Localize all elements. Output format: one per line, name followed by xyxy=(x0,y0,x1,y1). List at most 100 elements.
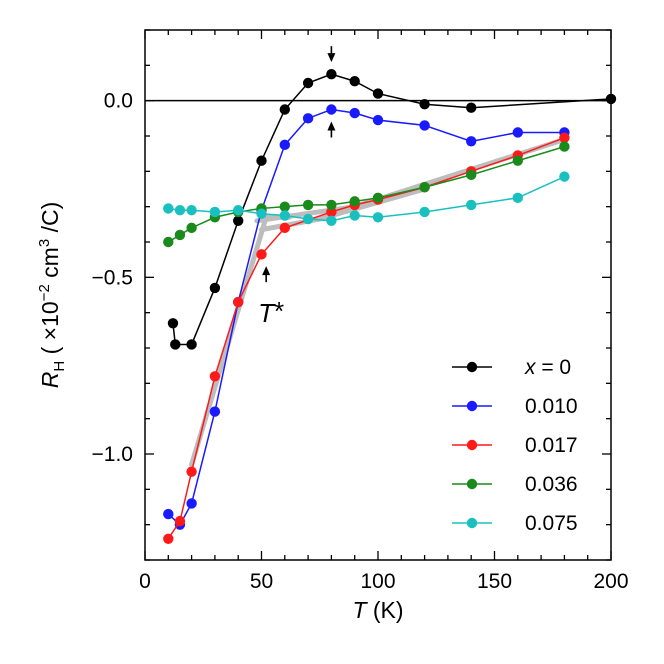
data-point xyxy=(279,104,290,115)
legend-item: 0.017 xyxy=(452,434,578,457)
data-point xyxy=(209,206,221,218)
data-point xyxy=(326,199,337,211)
legend-label: 0.010 xyxy=(525,395,578,418)
data-point xyxy=(233,296,244,308)
ticks-layer: 0 50 100 150 200 0.0 −0.5 −1.0 xyxy=(92,29,629,593)
data-point xyxy=(279,210,290,221)
legend-label: x = 0 xyxy=(524,356,571,379)
data-point xyxy=(466,136,477,147)
data-point xyxy=(209,371,221,382)
data-point xyxy=(419,182,430,193)
legend-label: 0.036 xyxy=(525,473,578,496)
series-line xyxy=(167,108,565,526)
guide-line-0 xyxy=(189,214,292,468)
data-point xyxy=(512,155,523,166)
data-point xyxy=(326,68,337,80)
data-point xyxy=(419,99,430,110)
series-layer xyxy=(163,68,617,544)
y-axis-unit-tail: cm xyxy=(37,247,63,284)
y-tick-label: 0.0 xyxy=(104,90,133,113)
data-point xyxy=(209,282,221,294)
x-axis-unit: (K) xyxy=(367,597,404,623)
x-tick-label: 150 xyxy=(477,570,512,593)
series-0-010 xyxy=(163,104,570,530)
series-0-075 xyxy=(163,171,570,226)
y-axis-label: RH ( ×10−2 cm3 /C) xyxy=(36,202,68,389)
data-point xyxy=(279,201,290,212)
arrow-head xyxy=(262,266,271,276)
y-axis-unit-exp: 3 xyxy=(36,239,53,247)
data-point xyxy=(466,102,477,113)
data-point xyxy=(419,120,430,131)
legend-marker xyxy=(466,478,478,490)
guide-lines-layer xyxy=(189,137,567,468)
data-point xyxy=(256,208,267,219)
data-point xyxy=(186,339,197,350)
data-point xyxy=(512,192,523,204)
data-point xyxy=(302,113,314,124)
data-point xyxy=(163,203,174,214)
legend-item: 0.036 xyxy=(452,473,578,496)
legend-marker xyxy=(466,361,478,373)
data-point xyxy=(163,236,174,248)
data-point xyxy=(466,199,477,211)
data-point xyxy=(279,139,290,151)
legend-var: x xyxy=(524,356,537,379)
data-point xyxy=(233,215,244,226)
data-point xyxy=(186,222,197,234)
x-tick-label: 0 xyxy=(139,570,151,593)
data-point xyxy=(302,213,314,225)
data-point xyxy=(233,205,244,216)
data-point xyxy=(186,466,197,477)
legend-eq: = 0 xyxy=(536,356,572,379)
data-point xyxy=(186,205,197,216)
legend-label: 0.017 xyxy=(525,434,578,457)
y-axis-exponent: −2 xyxy=(36,284,53,301)
data-point xyxy=(256,155,267,166)
y-axis-subscript: H xyxy=(51,361,68,372)
legend-item: x = 0 xyxy=(452,356,571,379)
x-axis-symbol: T xyxy=(352,597,368,623)
tstar-arrow-icon xyxy=(262,266,271,283)
data-point xyxy=(326,104,337,115)
legend-item: 0.010 xyxy=(452,395,578,418)
arrow-head xyxy=(327,53,336,63)
data-point xyxy=(302,77,314,89)
annotations-layer: T* xyxy=(258,46,336,328)
legend-marker xyxy=(466,439,478,451)
y-tick-label: −1.0 xyxy=(92,443,133,466)
legend-marker xyxy=(466,517,478,529)
data-point xyxy=(349,210,360,221)
y-axis-symbol: R xyxy=(37,372,63,389)
data-point xyxy=(174,205,186,216)
data-point xyxy=(466,169,477,181)
data-point xyxy=(174,515,186,527)
series-x-0 xyxy=(167,68,617,350)
y-axis-unit-end: /C) xyxy=(37,202,63,239)
data-point xyxy=(372,114,384,126)
legend-item: 0.075 xyxy=(452,512,578,535)
data-point xyxy=(163,508,174,520)
data-point xyxy=(559,132,570,143)
data-point xyxy=(209,406,221,417)
y-tick-label: −0.5 xyxy=(92,266,133,289)
y-axis-unit: ( ×10 xyxy=(37,301,63,360)
x-tick-label: 50 xyxy=(250,570,273,593)
data-point xyxy=(163,533,174,544)
data-point xyxy=(372,88,384,99)
data-point xyxy=(349,196,360,207)
data-point xyxy=(170,339,181,350)
x-axis-label: T (K) xyxy=(352,597,403,623)
arrow-head xyxy=(327,121,336,131)
data-point xyxy=(559,141,570,152)
tstar-label: T* xyxy=(258,296,284,328)
data-point xyxy=(349,107,360,119)
legend: x = 0 0.010 0.017 0.036 0.075 xyxy=(452,356,578,535)
x-tick-label: 100 xyxy=(360,570,395,593)
arrow-down-icon xyxy=(327,46,336,63)
x-tick-label: 200 xyxy=(593,570,628,593)
data-point xyxy=(349,76,360,87)
data-point xyxy=(174,229,186,241)
data-point xyxy=(302,199,314,211)
